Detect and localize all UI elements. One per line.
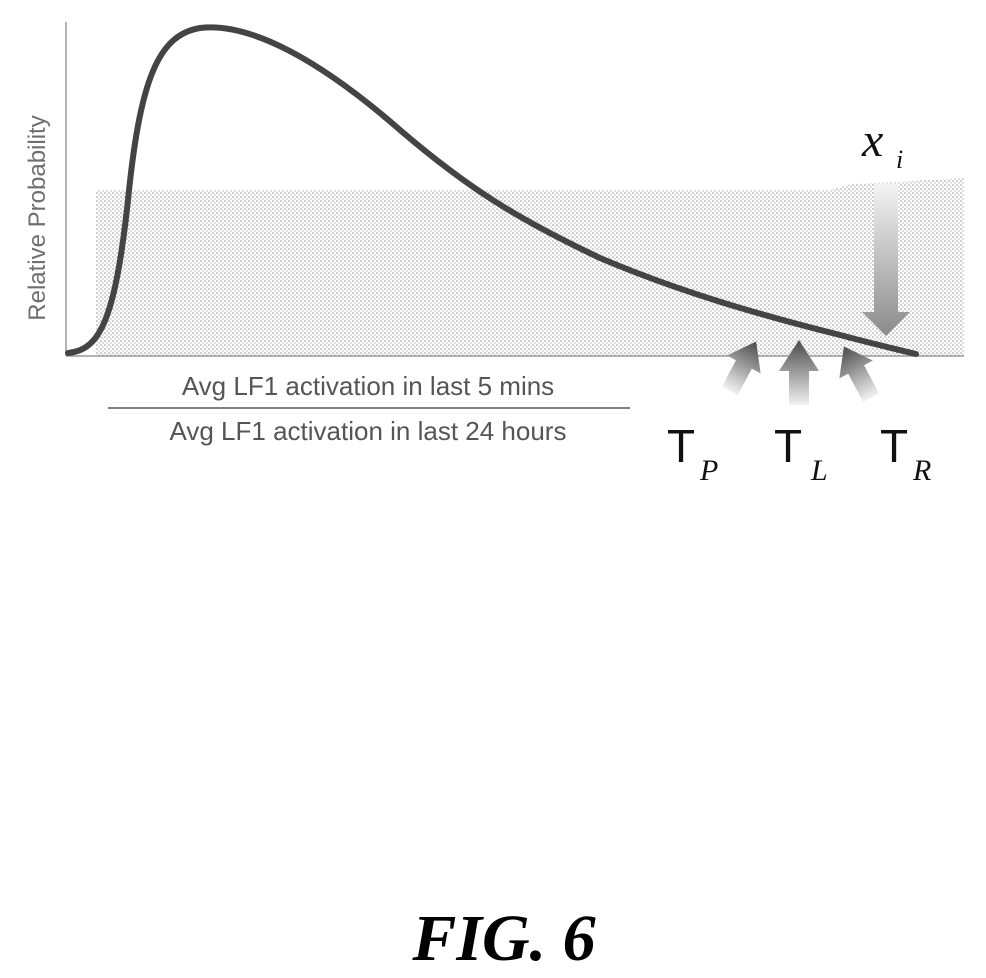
svg-text:i: i <box>896 145 903 174</box>
x-axis-numerator: Avg LF1 activation in last 5 mins <box>182 371 554 401</box>
threshold-label-l: T L <box>774 420 828 487</box>
svg-text:T: T <box>667 420 695 472</box>
arrow-t-l <box>779 340 819 405</box>
svg-text:x: x <box>861 114 883 167</box>
x-axis-denominator: Avg LF1 activation in last 24 hours <box>170 416 567 446</box>
svg-text:T: T <box>880 420 908 472</box>
figure-caption: FIG. 6 <box>411 902 595 975</box>
probability-curve <box>65 24 919 357</box>
svg-text:T: T <box>774 420 802 472</box>
y-axis-label: Relative Probability <box>24 115 51 320</box>
sample-marker-label: x i <box>861 114 903 174</box>
threshold-label-r: T R <box>880 420 931 487</box>
arrow-t-p <box>721 341 761 396</box>
arrow-t-r <box>839 346 880 402</box>
threshold-label-p: T P <box>667 420 718 487</box>
svg-text:R: R <box>912 454 931 487</box>
svg-text:L: L <box>810 454 828 487</box>
svg-text:P: P <box>699 454 718 487</box>
shaded-region <box>96 178 964 356</box>
arrow-x-i <box>862 184 910 336</box>
